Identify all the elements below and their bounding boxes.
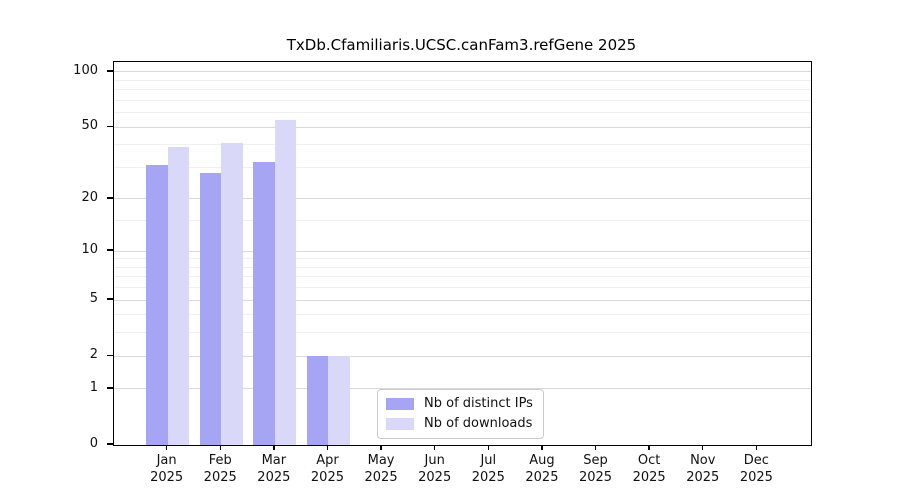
bar-distinct-ips-jan [146, 164, 168, 445]
chart-title: TxDb.Cfamiliaris.UCSC.canFam3.refGene 20… [286, 36, 637, 54]
bar-distinct-ips-apr [306, 356, 329, 445]
bar-downloads-apr [328, 356, 350, 445]
bar-downloads-feb [221, 142, 243, 445]
x-tick-label: Dec 2025 [739, 453, 773, 485]
x-tick-label: Jun 2025 [418, 453, 452, 485]
y-tick-label: 10 [81, 242, 98, 258]
x-tick-mark [541, 445, 543, 451]
x-tick-mark [273, 445, 275, 451]
y-tick-mark [107, 387, 113, 389]
x-tick-label: Nov 2025 [686, 453, 720, 485]
x-tick-mark [594, 445, 597, 451]
gridline-minor [114, 258, 811, 260]
x-tick-mark [165, 445, 168, 451]
y-tick-mark [107, 125, 113, 127]
y-tick-label: 0 [89, 436, 98, 451]
y-tick-label: 1 [89, 379, 98, 395]
legend-swatch-distinct-ips [386, 397, 414, 410]
x-tick-mark [487, 445, 489, 451]
x-tick-mark [326, 445, 329, 451]
gridline-minor [114, 112, 811, 114]
x-tick-mark [648, 445, 650, 451]
y-tick-label: 100 [73, 62, 98, 78]
bar-downloads-mar [274, 119, 297, 445]
x-tick-mark [755, 445, 758, 451]
gridline-major [114, 388, 811, 390]
gridline-minor [114, 332, 811, 334]
gridline-minor [114, 166, 811, 168]
y-tick-label: 20 [81, 189, 98, 205]
x-tick-label: Aug 2025 [525, 453, 559, 485]
x-tick-label: Sep 2025 [578, 453, 613, 485]
y-tick-label: 5 [89, 291, 98, 307]
gridline-minor [114, 276, 811, 278]
y-tick-mark [107, 354, 113, 356]
bar-downloads-jan [167, 146, 190, 445]
x-tick-label: Mar 2025 [257, 453, 291, 485]
gridline-minor [114, 287, 811, 289]
x-tick-mark [380, 445, 382, 451]
gridline-minor [114, 220, 811, 222]
x-tick-label: Oct 2025 [632, 453, 666, 485]
x-tick-label: Jul 2025 [471, 453, 505, 485]
gridline-major [114, 355, 811, 357]
y-tick-mark [107, 298, 113, 300]
legend-item-distinct-ips: Nb of distinct IPs [386, 395, 533, 412]
x-tick-label: May 2025 [364, 453, 398, 485]
y-tick-mark [107, 197, 113, 199]
gridline-minor [114, 89, 811, 91]
x-tick-mark [219, 445, 221, 451]
bar-distinct-ips-feb [199, 172, 222, 445]
legend-item-downloads: Nb of downloads [386, 415, 533, 432]
gridline-minor [114, 144, 811, 146]
legend: Nb of distinct IPs Nb of downloads [377, 389, 544, 439]
y-tick-label: 50 [81, 118, 98, 134]
legend-label-distinct-ips: Nb of distinct IPs [424, 396, 533, 411]
y-tick-mark [107, 70, 113, 72]
gridline-minor [114, 314, 811, 316]
gridline-major [114, 198, 811, 200]
y-tick-label: 2 [89, 347, 98, 363]
y-tick-mark [107, 443, 113, 445]
gridline-major [114, 126, 811, 128]
legend-swatch-downloads [386, 417, 414, 430]
x-tick-mark [702, 445, 704, 451]
gridline-major [114, 71, 811, 73]
gridline-minor [114, 99, 811, 101]
plot-area [113, 61, 812, 446]
x-tick-label: Feb 2025 [203, 453, 237, 485]
gridline-minor [114, 266, 811, 268]
x-tick-mark [433, 445, 436, 451]
legend-label-downloads: Nb of downloads [424, 416, 533, 431]
bar-distinct-ips-mar [253, 162, 275, 445]
gridline-minor [114, 79, 811, 81]
x-tick-label: Jan 2025 [150, 453, 184, 485]
gridline-major [114, 299, 811, 301]
y-tick-mark [107, 249, 113, 251]
x-tick-label: Apr 2025 [310, 453, 344, 485]
gridline-major [114, 250, 811, 252]
